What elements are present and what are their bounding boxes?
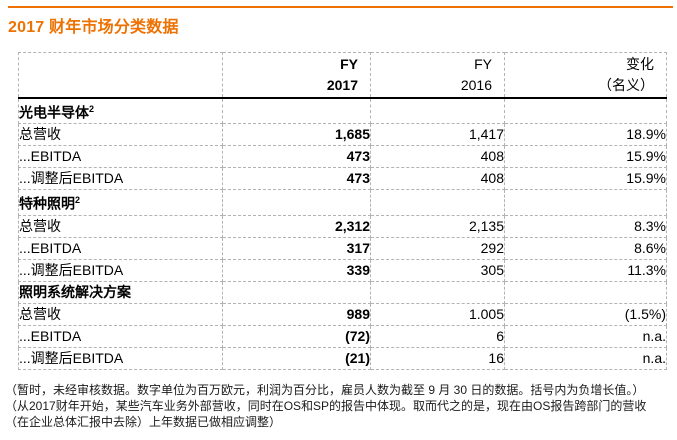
table-row: ...EBITDA (72) 6 n.a.: [18, 324, 667, 348]
section-name: 特种照明2: [18, 189, 223, 216]
value-change: 15.9%: [504, 167, 667, 191]
table-body: 光电半导体2 总营收 1,685 1,417 18.9% ...EBITDA 473 408 1…: [18, 96, 667, 370]
value-fy2016: 408: [370, 145, 505, 169]
table-row: 总营收 2,312 2,135 8.3%: [18, 214, 667, 238]
value-fy2017: 473: [222, 167, 371, 191]
header-change-line2: （名义）: [598, 76, 654, 93]
empty-cell: [222, 280, 371, 304]
value-change: n.a.: [504, 324, 667, 348]
header-fy2017-line2: 2017: [326, 76, 358, 93]
table-header-row: FY 2017 FY 2016 变化 （名义）: [18, 52, 667, 99]
value-change: (1.5%): [504, 302, 667, 326]
empty-cell: [370, 189, 505, 216]
section-header-row: 光电半导体2: [18, 96, 667, 125]
table-row: 总营收 1,685 1,417 18.9%: [18, 123, 667, 147]
table-row: ...调整后EBITDA 339 305 11.3%: [18, 258, 667, 282]
accent-rule: [8, 6, 673, 8]
table-row: ...调整后EBITDA (21) 16 n.a.: [18, 346, 667, 370]
empty-cell: [222, 189, 371, 216]
value-fy2017: (72): [222, 324, 371, 348]
header-change: 变化 （名义）: [504, 52, 667, 99]
value-fy2016: 16: [370, 346, 505, 370]
header-fy2017-line1: FY: [340, 55, 358, 72]
value-fy2017: 339: [222, 258, 371, 282]
row-label: ...EBITDA: [18, 324, 223, 348]
value-fy2017: (21): [222, 346, 371, 370]
value-fy2016: 2,135: [370, 214, 505, 238]
section-name: 光电半导体2: [18, 96, 223, 125]
row-label: ...调整后EBITDA: [18, 167, 223, 191]
header-fy2016: FY 2016: [370, 52, 505, 99]
market-segments-table: FY 2017 FY 2016 变化 （名义） 光电半导体2 总营收 1,685 1,…: [18, 52, 667, 370]
row-label: ...EBITDA: [18, 145, 223, 169]
header-empty-cell: [18, 52, 223, 99]
row-label: ...调整后EBITDA: [18, 258, 223, 282]
empty-cell: [504, 189, 667, 216]
row-label: ...调整后EBITDA: [18, 346, 223, 370]
value-fy2016: 6: [370, 324, 505, 348]
value-fy2016: 1,417: [370, 123, 505, 147]
section-name: 照明系统解决方案: [18, 280, 223, 304]
section-name-superscript: 2: [75, 195, 81, 206]
empty-cell: [504, 280, 667, 304]
section-name-text: 光电半导体: [19, 104, 90, 121]
value-fy2016: 292: [370, 236, 505, 260]
footnote-line: （暂时，未经审核数据。数字单位为百万欧元，利润为百分比，雇员人数为截至 9 月 …: [5, 382, 645, 397]
table-row: ...EBITDA 473 408 15.9%: [18, 145, 667, 169]
footnote-line: （从2017财年开始，某些汽车业务外部营收，同时在OS和SP的报告中体现。取而代…: [5, 398, 647, 413]
row-label: 总营收: [18, 123, 223, 147]
value-fy2017: 1,685: [222, 123, 371, 147]
value-fy2016: 1.005: [370, 302, 505, 326]
value-fy2017: 989: [222, 302, 371, 326]
section-name-text: 照明系统解决方案: [19, 283, 132, 300]
value-change: 18.9%: [504, 123, 667, 147]
section-name-superscript: 2: [89, 103, 95, 114]
section-header-row: 照明系统解决方案: [18, 280, 667, 304]
table-row: 总营收 989 1.005 (1.5%): [18, 302, 667, 326]
section-header-row: 特种照明2: [18, 189, 667, 216]
header-fy2016-line2: 2016: [460, 76, 492, 93]
value-change: 8.6%: [504, 236, 667, 260]
header-change-line1: 变化: [626, 55, 654, 72]
row-label: 总营收: [18, 302, 223, 326]
value-fy2016: 408: [370, 167, 505, 191]
value-change: n.a.: [504, 346, 667, 370]
section-name-text: 特种照明: [19, 195, 76, 212]
table-row: ...调整后EBITDA 473 408 15.9%: [18, 167, 667, 191]
page-title: 2017 财年市场分类数据: [8, 19, 179, 36]
value-change: 11.3%: [504, 258, 667, 282]
empty-cell: [222, 96, 371, 125]
value-change: 15.9%: [504, 145, 667, 169]
value-fy2017: 2,312: [222, 214, 371, 238]
header-fy2016-line1: FY: [474, 55, 492, 72]
footnote-line: （在企业总体汇报中去除）上年数据已做相应调整）: [5, 414, 282, 429]
value-change: 8.3%: [504, 214, 667, 238]
row-label: ...EBITDA: [18, 236, 223, 260]
value-fy2017: 317: [222, 236, 371, 260]
empty-cell: [370, 96, 505, 125]
value-fy2016: 305: [370, 258, 505, 282]
empty-cell: [504, 96, 667, 125]
value-fy2017: 473: [222, 145, 371, 169]
row-label: 总营收: [18, 214, 223, 238]
header-fy2017: FY 2017: [222, 52, 371, 99]
footnotes: （暂时，未经审核数据。数字单位为百万欧元，利润为百分比，雇员人数为截至 9 月 …: [5, 382, 677, 430]
table-row: ...EBITDA 317 292 8.6%: [18, 236, 667, 260]
empty-cell: [370, 280, 505, 304]
